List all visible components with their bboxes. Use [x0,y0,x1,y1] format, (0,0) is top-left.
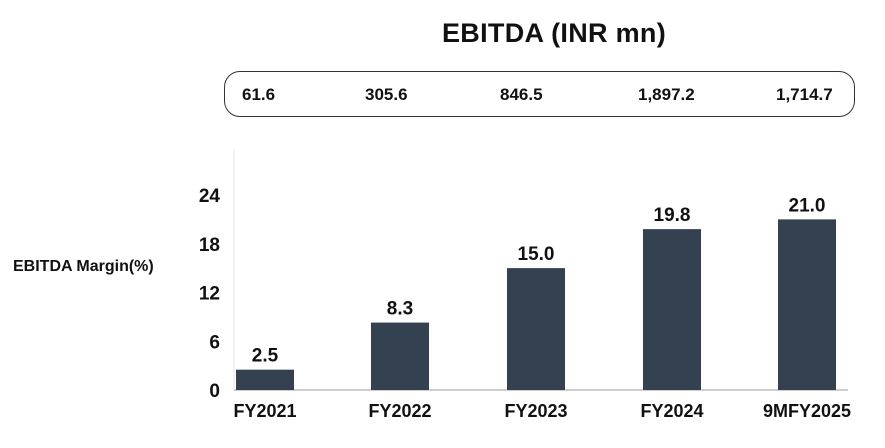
ebitda-value-fy2022: 305.6 [365,85,408,104]
bar [236,369,294,390]
data-label: 2.5 [252,346,279,367]
ebitda-value-fy2021: 61.6 [242,85,276,104]
ebitda-value-fy2023: 846.5 [500,85,543,104]
y-tick-label: 12 [199,284,220,305]
chart-title: EBITDA (INR mn) [442,18,666,48]
bar [643,229,701,390]
data-label: 19.8 [654,205,691,226]
y-tick-label: 24 [199,186,221,207]
bar [778,219,836,390]
bar [507,268,565,390]
data-label: 8.3 [387,299,413,320]
x-tick-label: FY2022 [368,401,431,421]
data-label: 21.0 [789,195,826,216]
y-axis-label: EBITDA Margin(%) [13,258,154,275]
ebitda-values-box: 61.6 305.6 846.5 1,897.2 1,714.7 [224,71,855,117]
y-tick-label: 0 [209,381,220,402]
y-tick-label: 18 [199,235,220,256]
y-tick-label: 6 [209,332,220,353]
data-label: 15.0 [518,244,555,265]
bar [371,322,429,390]
x-tick-label: 9MFY2025 [763,401,851,421]
x-tick-label: FY2023 [504,401,567,421]
x-tick-label: FY2021 [233,401,296,421]
x-tick-label: FY2024 [640,401,703,421]
ebitda-value-fy2024: 1,897.2 [638,85,695,104]
ebitda-value-9mfy2025: 1,714.7 [776,85,833,104]
